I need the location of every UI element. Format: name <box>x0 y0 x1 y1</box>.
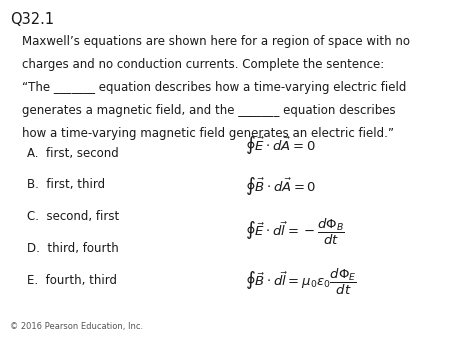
Text: D.  third, fourth: D. third, fourth <box>27 242 119 255</box>
Text: $\oint \vec{B} \cdot d\vec{l} = \mu_0\epsilon_0\dfrac{d\Phi_E}{dt}$: $\oint \vec{B} \cdot d\vec{l} = \mu_0\ep… <box>245 267 357 297</box>
Text: C.  second, first: C. second, first <box>27 210 119 223</box>
Text: charges and no conduction currents. Complete the sentence:: charges and no conduction currents. Comp… <box>22 58 384 71</box>
Text: generates a magnetic field, and the _______ equation describes: generates a magnetic field, and the ____… <box>22 104 395 117</box>
Text: $\oint \vec{B} \cdot d\vec{A} = 0$: $\oint \vec{B} \cdot d\vec{A} = 0$ <box>245 175 317 197</box>
Text: $\oint \vec{E} \cdot d\vec{A} = 0$: $\oint \vec{E} \cdot d\vec{A} = 0$ <box>245 134 316 156</box>
Text: © 2016 Pearson Education, Inc.: © 2016 Pearson Education, Inc. <box>10 321 143 331</box>
Text: A.  first, second: A. first, second <box>27 147 119 160</box>
Text: $\oint \vec{E} \cdot d\vec{l} = -\dfrac{d\Phi_B}{dt}$: $\oint \vec{E} \cdot d\vec{l} = -\dfrac{… <box>245 216 345 247</box>
Text: how a time-varying magnetic field generates an electric field.”: how a time-varying magnetic field genera… <box>22 127 394 140</box>
Text: Maxwell’s equations are shown here for a region of space with no: Maxwell’s equations are shown here for a… <box>22 35 410 48</box>
Text: E.  fourth, third: E. fourth, third <box>27 274 117 287</box>
Text: “The _______ equation describes how a time-varying electric field: “The _______ equation describes how a ti… <box>22 81 406 94</box>
Text: B.  first, third: B. first, third <box>27 178 105 191</box>
Text: Q32.1: Q32.1 <box>10 12 54 27</box>
